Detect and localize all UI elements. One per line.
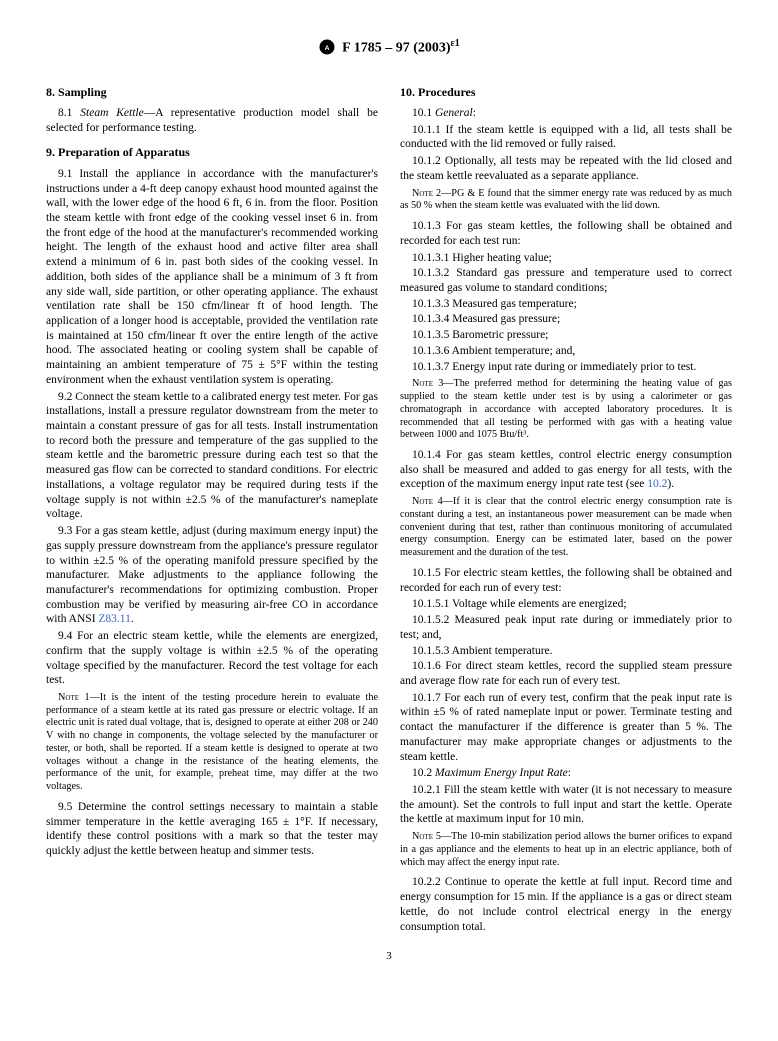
note-1: Note 1—It is the intent of the testing p…	[46, 692, 378, 794]
para-10-1-3-4: 10.1.3.4 Measured gas pressure;	[400, 312, 732, 327]
link-10-2[interactable]: 10.2	[647, 478, 667, 490]
note-2-label: Note 2	[412, 188, 441, 199]
note-4-text: —If it is clear that the control electri…	[400, 496, 732, 558]
section-8-heading: 8. Sampling	[46, 85, 378, 100]
para-10-2-label: Maximum Energy Input Rate	[435, 767, 568, 779]
para-10-1-3-6: 10.1.3.6 Ambient temperature; and,	[400, 344, 732, 359]
para-9-3: 9.3 For a gas steam kettle, adjust (duri…	[46, 524, 378, 627]
note-1-text: —It is the intent of the testing procedu…	[46, 692, 378, 792]
para-10-1-label: General	[435, 107, 473, 119]
para-10-2-2: 10.2.2 Continue to operate the kettle at…	[400, 875, 732, 934]
para-10-1: 10.1 General:	[400, 106, 732, 121]
note-3-text: —The preferred method for determining th…	[400, 378, 732, 440]
astm-logo-icon: A	[318, 38, 336, 56]
note-2: Note 2—PG & E found that the simmer ener…	[400, 188, 732, 214]
para-10-1-3-3: 10.1.3.3 Measured gas temperature;	[400, 297, 732, 312]
para-10-1-6: 10.1.6 For direct steam kettles, record …	[400, 659, 732, 688]
document-header: A F 1785 – 97 (2003)ε1	[46, 38, 732, 57]
para-10-1-1: 10.1.1 If the steam kettle is equipped w…	[400, 123, 732, 152]
para-10-1-text: :	[473, 107, 476, 119]
para-10-1-5-3: 10.1.5.3 Ambient temperature.	[400, 644, 732, 659]
para-10-1-4: 10.1.4 For gas steam kettles, control el…	[400, 448, 732, 492]
page-number: 3	[46, 950, 732, 962]
para-10-1-3-1: 10.1.3.1 Higher heating value;	[400, 251, 732, 266]
right-column: 10. Procedures 10.1 General: 10.1.1 If t…	[400, 75, 732, 937]
para-10-1-7: 10.1.7 For each run of every test, confi…	[400, 691, 732, 765]
para-10-1-num: 10.1	[412, 107, 435, 119]
link-z8311[interactable]: Z83.11	[98, 613, 130, 625]
para-10-1-5-2: 10.1.5.2 Measured peak input rate during…	[400, 613, 732, 642]
note-5-text: —The 10-min stabilization period allows …	[400, 831, 732, 868]
note-3: Note 3—The preferred method for determin…	[400, 378, 732, 442]
note-2-text: —PG & E found that the simmer energy rat…	[400, 188, 732, 212]
para-10-1-3-5: 10.1.3.5 Barometric pressure;	[400, 328, 732, 343]
para-10-1-3-7: 10.1.3.7 Energy input rate during or imm…	[400, 360, 732, 375]
page: A F 1785 – 97 (2003)ε1 8. Sampling 8.1 S…	[0, 0, 778, 1041]
note-1-label: Note 1	[58, 692, 90, 703]
note-5: Note 5—The 10-min stabilization period a…	[400, 831, 732, 869]
para-10-1-5: 10.1.5 For electric steam kettles, the f…	[400, 566, 732, 595]
note-4: Note 4—If it is clear that the control e…	[400, 496, 732, 560]
note-4-label: Note 4	[412, 496, 443, 507]
para-10-1-3: 10.1.3 For gas steam kettles, the follow…	[400, 219, 732, 248]
two-column-layout: 8. Sampling 8.1 Steam Kettle—A represent…	[46, 75, 732, 937]
para-8-1: 8.1 Steam Kettle—A representative produc…	[46, 106, 378, 135]
para-9-5: 9.5 Determine the control settings neces…	[46, 800, 378, 859]
para-10-2-1: 10.2.1 Fill the steam kettle with water …	[400, 783, 732, 827]
para-9-1: 9.1 Install the appliance in accordance …	[46, 167, 378, 388]
section-9-heading: 9. Preparation of Apparatus	[46, 145, 378, 160]
para-9-3-a: 9.3 For a gas steam kettle, adjust (duri…	[46, 525, 378, 625]
para-10-2-num: 10.2	[412, 767, 435, 779]
para-8-1-num: 8.1	[58, 107, 80, 119]
para-10-1-3-2: 10.1.3.2 Standard gas pressure and tempe…	[400, 266, 732, 295]
para-9-2: 9.2 Connect the steam kettle to a calibr…	[46, 390, 378, 522]
para-10-1-2: 10.1.2 Optionally, all tests may be repe…	[400, 154, 732, 183]
svg-text:A: A	[325, 45, 330, 52]
designation-sup: ε1	[451, 38, 460, 49]
para-10-1-5-1: 10.1.5.1 Voltage while elements are ener…	[400, 597, 732, 612]
section-10-heading: 10. Procedures	[400, 85, 732, 100]
para-9-3-b: .	[131, 613, 134, 625]
para-10-2-text: :	[568, 767, 571, 779]
left-column: 8. Sampling 8.1 Steam Kettle—A represent…	[46, 75, 378, 937]
note-5-label: Note 5	[412, 831, 441, 842]
designation: F 1785 – 97 (2003)	[342, 41, 450, 56]
para-10-1-4-b: ).	[667, 478, 674, 490]
para-10-1-4-a: 10.1.4 For gas steam kettles, control el…	[400, 449, 732, 490]
note-3-label: Note 3	[412, 378, 443, 389]
para-10-2: 10.2 Maximum Energy Input Rate:	[400, 766, 732, 781]
designation-text: F 1785 – 97 (2003)ε1	[342, 38, 460, 57]
para-8-1-label: Steam Kettle	[80, 107, 143, 119]
para-9-4: 9.4 For an electric steam kettle, while …	[46, 629, 378, 688]
